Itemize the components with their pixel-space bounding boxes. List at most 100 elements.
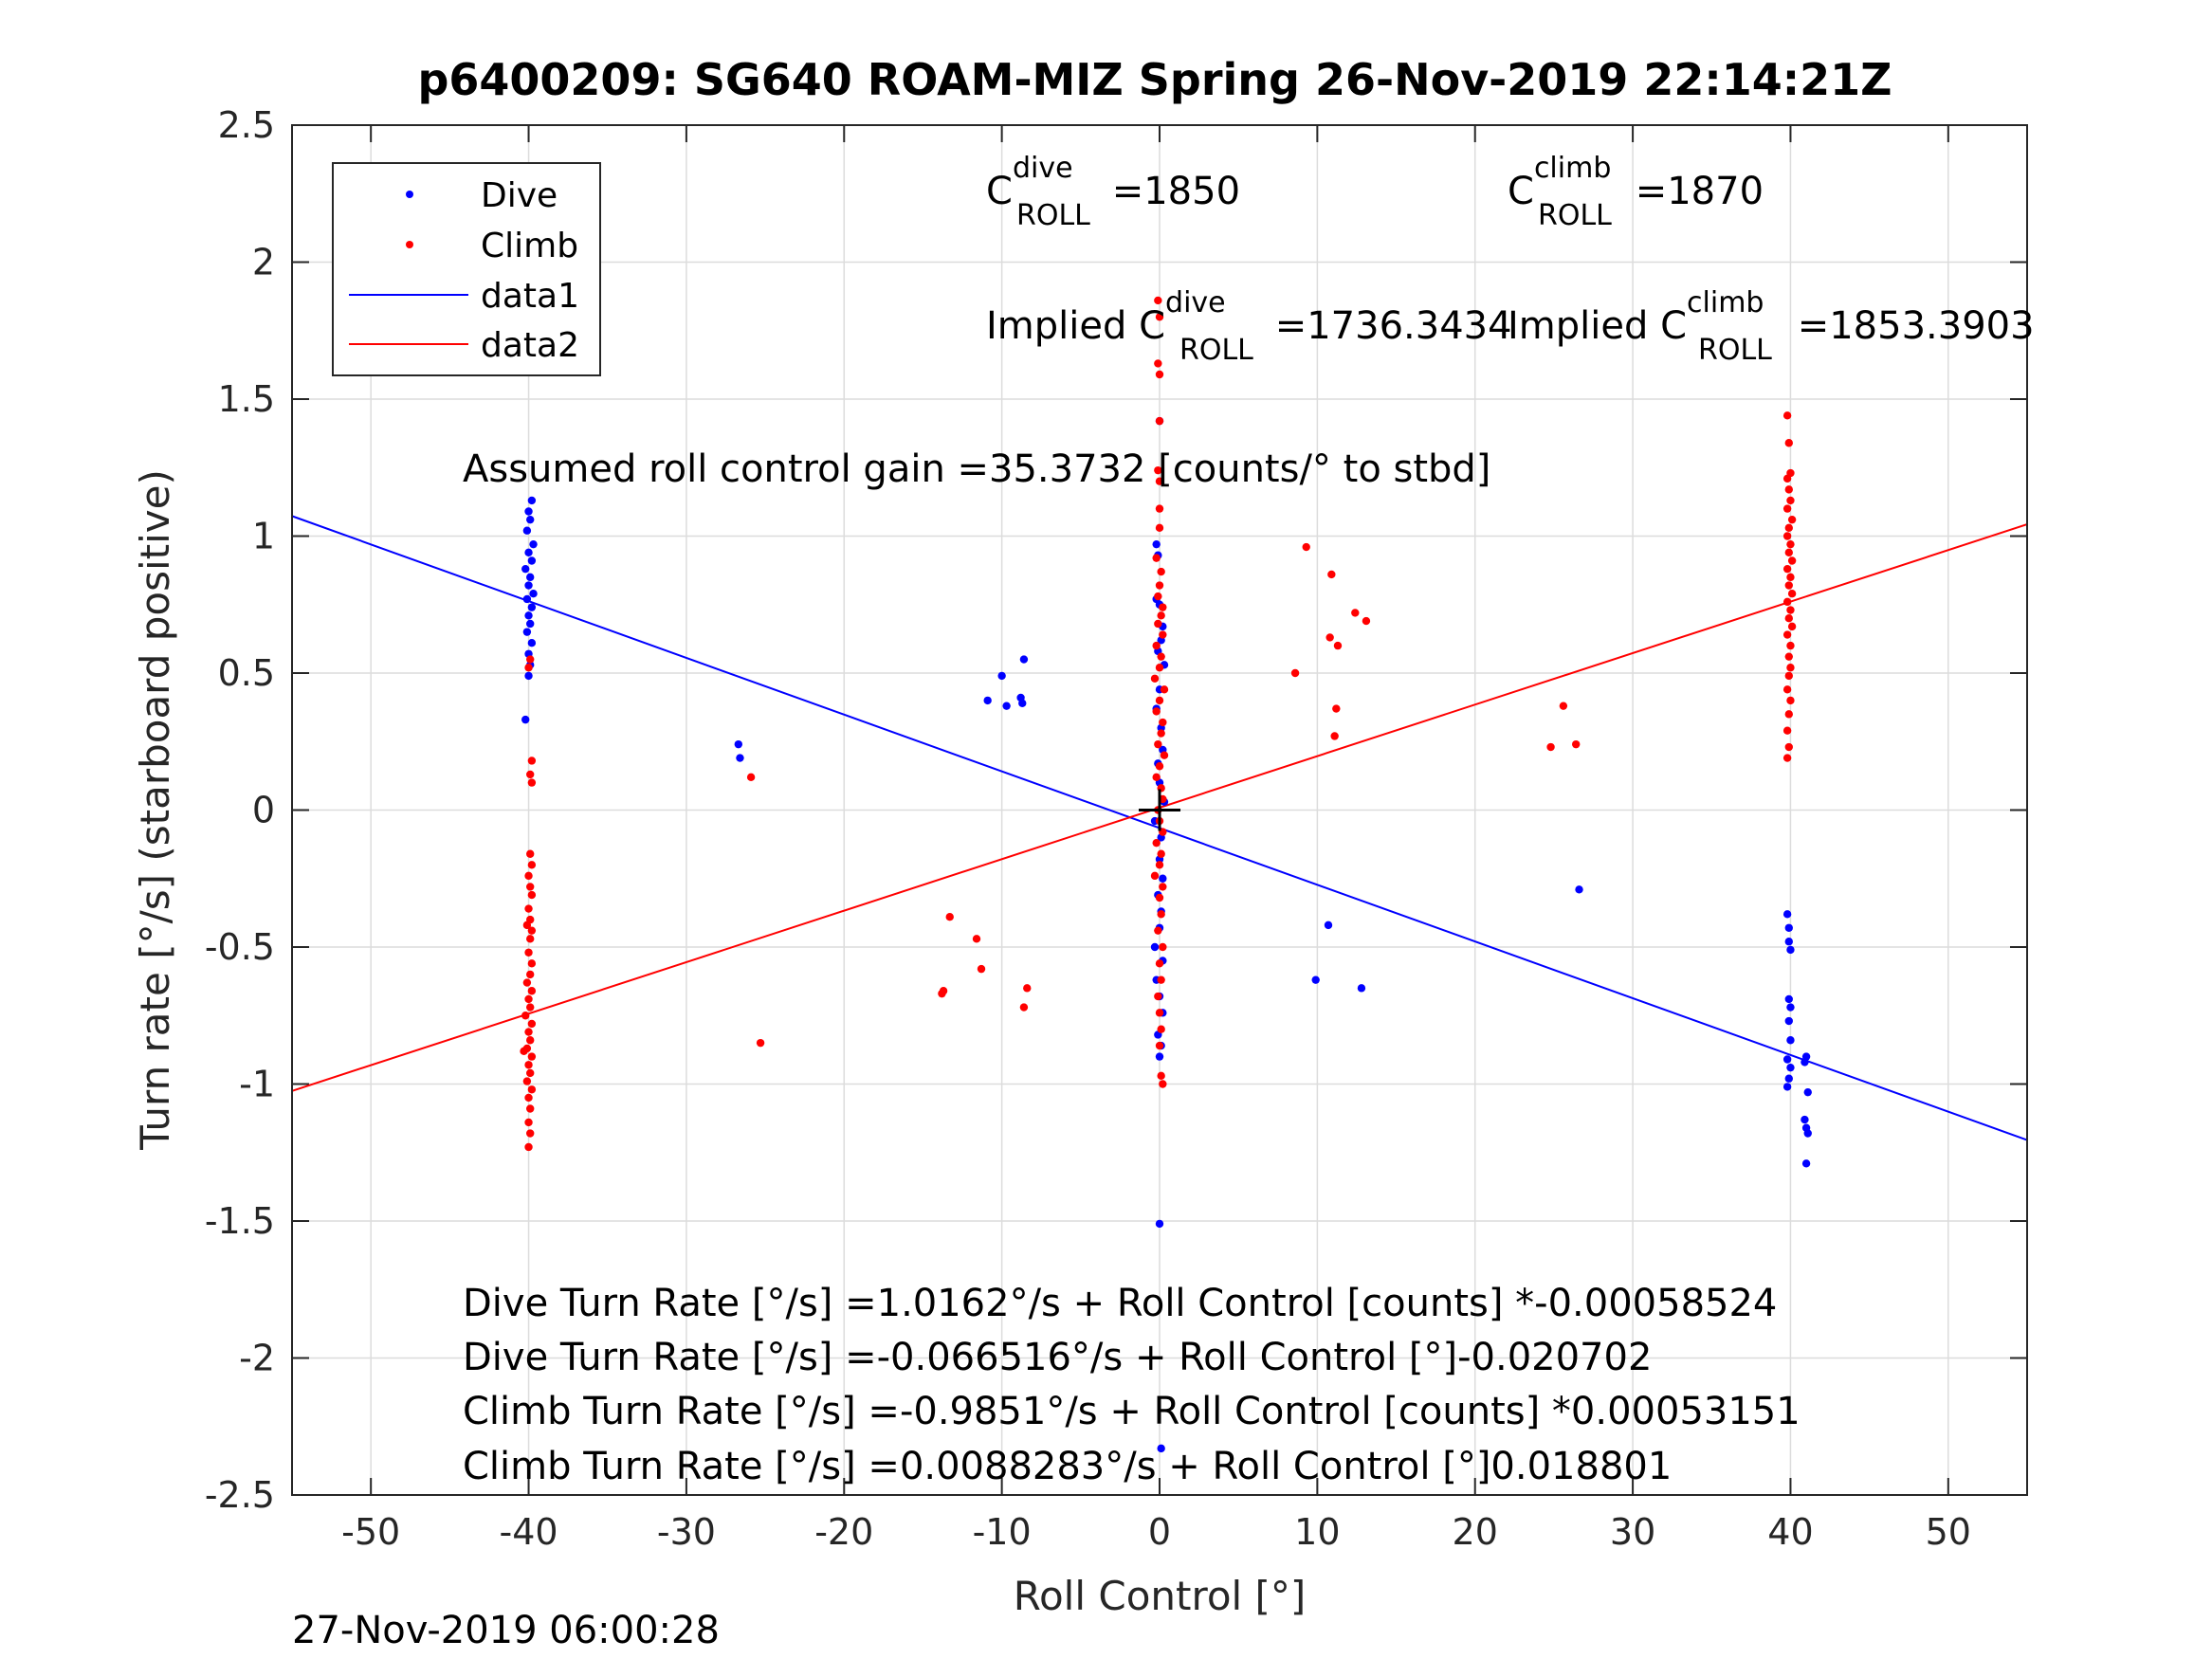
data-point-dive bbox=[997, 671, 1006, 681]
data-point-dive bbox=[526, 515, 535, 524]
data-point-climb bbox=[1782, 474, 1792, 483]
x-tick-label: -40 bbox=[500, 1511, 558, 1553]
data-point-climb bbox=[1782, 726, 1792, 735]
data-point-climb bbox=[1159, 1080, 1167, 1088]
y-tick-label: 2 bbox=[252, 242, 275, 283]
data-point-climb bbox=[1782, 504, 1792, 513]
data-point-climb bbox=[1786, 664, 1795, 672]
data-point-climb bbox=[1332, 704, 1341, 713]
data-point-climb bbox=[1302, 542, 1310, 552]
data-point-dive bbox=[1786, 945, 1795, 955]
data-point-climb bbox=[1155, 762, 1164, 771]
data-point-climb bbox=[1155, 696, 1164, 705]
legend-marker-dive bbox=[406, 191, 413, 198]
data-point-dive bbox=[1155, 1052, 1164, 1061]
data-point-climb bbox=[526, 770, 535, 779]
data-point-climb bbox=[1160, 685, 1169, 694]
data-point-climb bbox=[1786, 696, 1795, 705]
data-point-climb bbox=[1784, 548, 1793, 557]
data-point-climb bbox=[1155, 313, 1164, 321]
x-tick-label: -50 bbox=[341, 1511, 400, 1553]
data-point-climb bbox=[945, 913, 954, 921]
data-point-dive bbox=[1803, 1087, 1812, 1097]
data-point-climb bbox=[1782, 564, 1792, 574]
data-point-climb bbox=[1157, 729, 1165, 738]
legend-label-data1: data1 bbox=[481, 277, 579, 316]
x-tick-label: 50 bbox=[1926, 1511, 1971, 1553]
data-point-climb bbox=[1155, 1041, 1164, 1050]
data-point-climb bbox=[939, 987, 948, 995]
data-point-climb bbox=[1787, 515, 1797, 524]
data-point-dive bbox=[1157, 1444, 1165, 1453]
data-point-climb bbox=[526, 1068, 535, 1078]
legend-label-data2: data2 bbox=[481, 326, 579, 365]
data-point-climb bbox=[527, 778, 537, 787]
data-point-climb bbox=[1155, 581, 1164, 590]
c-roll-dive: Cdive ROLL =1850 bbox=[986, 152, 1240, 232]
data-point-climb bbox=[527, 959, 537, 968]
data-point-climb bbox=[521, 1012, 530, 1020]
x-tick-label: 30 bbox=[1610, 1511, 1655, 1553]
data-point-climb bbox=[972, 935, 981, 943]
data-point-climb bbox=[1572, 739, 1581, 749]
y-tick-label: -0.5 bbox=[205, 926, 275, 968]
data-point-dive bbox=[1018, 699, 1027, 707]
data-point-climb bbox=[526, 1104, 535, 1113]
data-point-climb bbox=[1154, 465, 1162, 475]
data-point-dive bbox=[526, 573, 535, 582]
data-point-dive bbox=[522, 594, 532, 604]
data-point-dive bbox=[527, 639, 537, 647]
data-point-dive bbox=[526, 619, 535, 629]
data-point-dive bbox=[1801, 1058, 1809, 1066]
data-point-climb bbox=[526, 1129, 535, 1138]
data-point-climb bbox=[527, 1052, 537, 1061]
data-point-climb bbox=[1787, 622, 1797, 631]
data-point-dive bbox=[521, 564, 530, 574]
dive-fit-degrees: Dive Turn Rate [°/s] =-0.066516°/s + Rol… bbox=[463, 1336, 1652, 1379]
data-point-dive bbox=[1782, 1083, 1792, 1091]
x-tick-label: 20 bbox=[1453, 1511, 1498, 1553]
data-point-climb bbox=[1786, 606, 1795, 614]
data-point-climb bbox=[1327, 570, 1336, 579]
x-tick-label: -10 bbox=[973, 1511, 1032, 1553]
y-axis-label: Turn rate [°/s] (starboard positive) bbox=[132, 469, 178, 1151]
data-point-climb bbox=[1154, 926, 1162, 935]
data-point-dive bbox=[734, 739, 743, 749]
x-tick-label: -20 bbox=[814, 1511, 873, 1553]
roll-gain-annotation: Assumed roll control gain =35.3732 [coun… bbox=[463, 447, 1490, 491]
data-point-climb bbox=[1159, 883, 1167, 891]
data-point-climb bbox=[1782, 532, 1792, 540]
data-point-dive bbox=[1159, 874, 1167, 883]
data-point-dive bbox=[1155, 1219, 1164, 1229]
data-point-climb bbox=[1154, 739, 1162, 749]
data-point-climb bbox=[527, 926, 537, 935]
data-point-climb bbox=[1155, 893, 1164, 902]
data-point-climb bbox=[1782, 597, 1792, 607]
data-point-dive bbox=[1786, 1036, 1795, 1045]
data-point-dive bbox=[527, 556, 537, 565]
data-point-climb bbox=[1152, 773, 1161, 782]
axis-ticks: -50 -40 -30 -20 -10 0 10 20 30 40 50 2.5 2 1.5 1 0.5 0 -0… bbox=[205, 104, 2027, 1553]
y-tick-label: -1 bbox=[239, 1064, 275, 1105]
y-tick-label: 0 bbox=[252, 790, 275, 831]
data-point-dive bbox=[522, 526, 532, 535]
data-point-climb bbox=[1159, 603, 1167, 611]
y-tick-label: 1.5 bbox=[218, 378, 275, 420]
data-point-climb bbox=[1152, 641, 1161, 650]
data-point-dive bbox=[1801, 1159, 1811, 1168]
data-point-climb bbox=[1150, 871, 1160, 881]
data-point-climb bbox=[522, 921, 532, 930]
y-tick-label: 2.5 bbox=[218, 104, 275, 146]
data-point-dive bbox=[524, 507, 533, 516]
data-point-climb bbox=[1786, 496, 1795, 505]
data-point-dive bbox=[521, 715, 530, 724]
data-point-climb bbox=[1787, 556, 1797, 565]
data-point-dive bbox=[1786, 1003, 1795, 1012]
data-point-climb bbox=[527, 757, 537, 765]
y-tick-label: 0.5 bbox=[218, 652, 275, 694]
data-point-dive bbox=[1784, 923, 1793, 932]
data-point-dive bbox=[1784, 1074, 1793, 1083]
data-point-climb bbox=[1325, 633, 1334, 642]
data-point-climb bbox=[527, 861, 537, 869]
